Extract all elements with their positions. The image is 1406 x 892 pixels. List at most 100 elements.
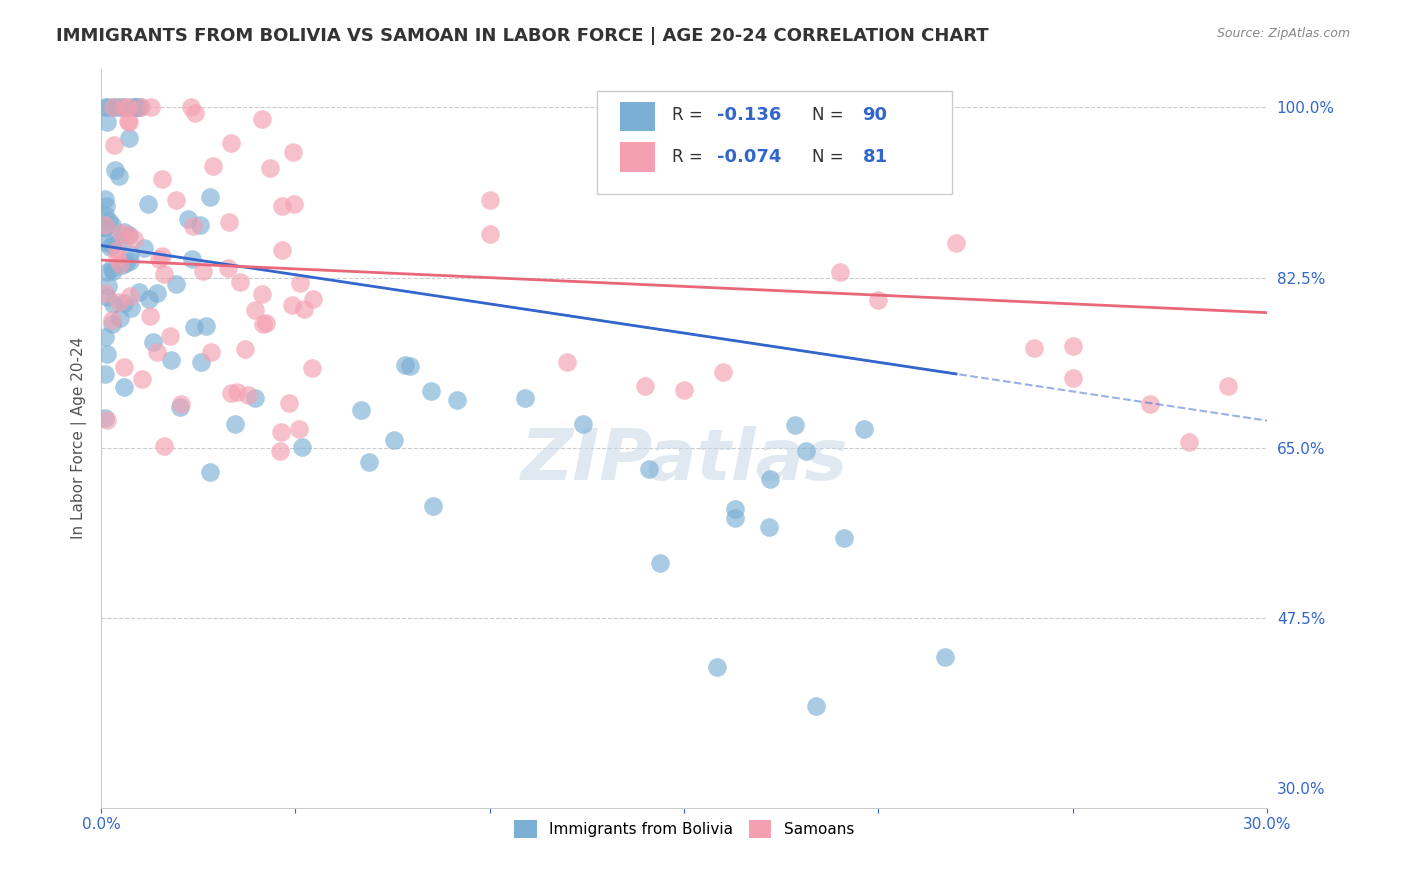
Point xyxy=(120,254,142,268)
Point xyxy=(711,365,734,379)
Point xyxy=(165,277,187,292)
Point xyxy=(789,159,811,173)
Point xyxy=(420,384,443,398)
Point xyxy=(94,100,117,114)
Point xyxy=(96,115,118,129)
Point xyxy=(94,367,117,381)
Point xyxy=(557,355,579,369)
Point xyxy=(280,297,302,311)
Point xyxy=(1178,434,1201,449)
Point xyxy=(382,433,405,447)
Point xyxy=(101,318,124,332)
Point xyxy=(111,258,134,272)
Point xyxy=(125,100,148,114)
Point xyxy=(1062,371,1084,385)
Point xyxy=(152,268,174,282)
Point xyxy=(218,215,240,229)
Point xyxy=(153,439,176,453)
Point xyxy=(183,219,205,234)
Point xyxy=(422,499,444,513)
FancyBboxPatch shape xyxy=(596,91,952,194)
Point xyxy=(94,411,117,425)
Point xyxy=(96,265,118,279)
Point xyxy=(112,359,135,374)
Y-axis label: In Labor Force | Age 20-24: In Labor Force | Age 20-24 xyxy=(72,337,87,540)
Text: 90: 90 xyxy=(862,106,887,124)
Point xyxy=(180,100,202,114)
Point xyxy=(198,465,221,479)
Point xyxy=(169,400,191,414)
Point xyxy=(394,358,416,372)
Point xyxy=(100,240,122,254)
Point xyxy=(190,355,212,369)
Point xyxy=(118,246,141,260)
Point xyxy=(114,255,136,269)
Point xyxy=(114,100,136,114)
Point xyxy=(184,106,207,120)
Point xyxy=(233,342,256,356)
Point xyxy=(634,378,657,392)
Point xyxy=(219,136,242,150)
Point xyxy=(180,252,202,266)
Point xyxy=(101,312,124,326)
Point xyxy=(191,263,214,277)
Point xyxy=(129,100,152,114)
Text: ZIPatlas: ZIPatlas xyxy=(520,425,848,495)
Point xyxy=(148,252,170,266)
Point xyxy=(243,391,266,405)
Point xyxy=(177,211,200,226)
Point xyxy=(834,531,856,545)
Point xyxy=(219,386,242,401)
Point xyxy=(283,145,305,159)
Point xyxy=(828,265,851,279)
Point xyxy=(124,100,146,114)
Point xyxy=(117,100,139,114)
Point xyxy=(112,225,135,239)
Text: N =: N = xyxy=(813,106,849,124)
Point xyxy=(96,413,118,427)
Point xyxy=(1062,339,1084,353)
Point xyxy=(105,243,128,257)
Text: R =: R = xyxy=(672,106,709,124)
Point xyxy=(236,388,259,402)
Point xyxy=(112,295,135,310)
Point xyxy=(301,360,323,375)
Point xyxy=(853,422,876,436)
Point xyxy=(150,249,173,263)
Point xyxy=(120,289,142,303)
Point xyxy=(129,100,152,114)
Text: N =: N = xyxy=(813,148,849,166)
Point xyxy=(114,100,136,114)
Point xyxy=(945,235,967,250)
Point xyxy=(136,196,159,211)
Point xyxy=(201,159,224,173)
Text: Source: ZipAtlas.com: Source: ZipAtlas.com xyxy=(1216,27,1350,40)
Point xyxy=(270,243,292,257)
Point xyxy=(97,100,120,114)
Point xyxy=(868,293,890,308)
Point xyxy=(159,328,181,343)
Legend: Immigrants from Bolivia, Samoans: Immigrants from Bolivia, Samoans xyxy=(508,814,860,845)
Point xyxy=(515,391,537,405)
Point xyxy=(101,100,124,114)
Point xyxy=(118,131,141,145)
Point xyxy=(291,440,314,454)
Point xyxy=(128,285,150,299)
Point xyxy=(94,235,117,250)
Point xyxy=(934,650,956,665)
Point xyxy=(194,318,217,333)
Point xyxy=(141,100,163,114)
Point xyxy=(110,257,132,271)
Point xyxy=(138,292,160,306)
Point xyxy=(94,285,117,300)
Point xyxy=(478,193,501,207)
Point xyxy=(277,395,299,409)
Point xyxy=(146,344,169,359)
Point xyxy=(101,218,124,232)
Point xyxy=(94,218,117,232)
Point xyxy=(758,520,780,534)
Point xyxy=(94,330,117,344)
Point xyxy=(302,292,325,306)
Point xyxy=(104,163,127,178)
Point xyxy=(139,309,162,323)
